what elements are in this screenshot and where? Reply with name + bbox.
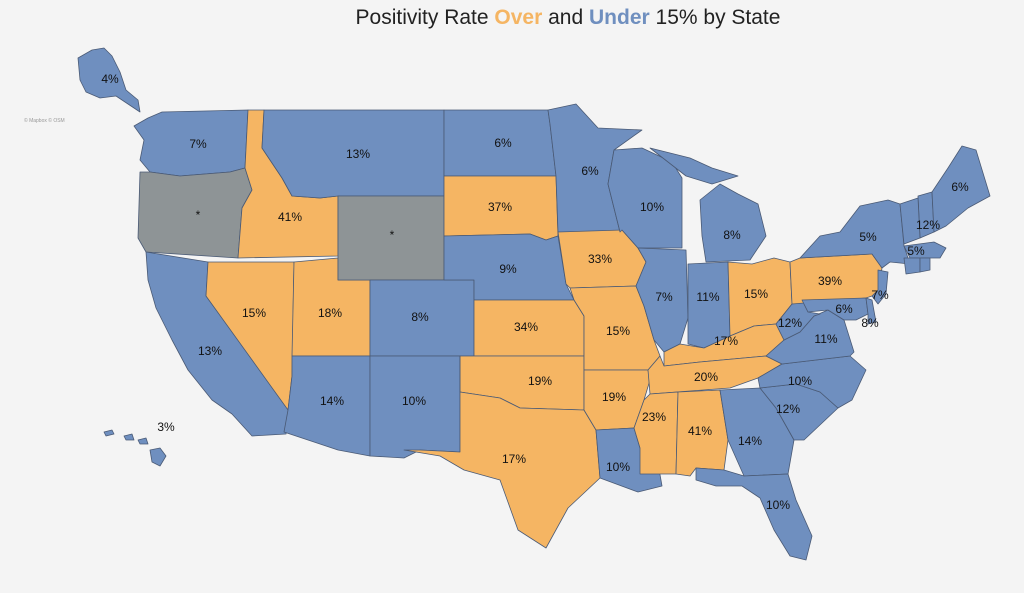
state-hi-part[interactable] [123, 433, 135, 441]
state-label-in: 11% [696, 290, 719, 304]
state-label-wi: 10% [640, 200, 664, 214]
state-label-mi: 8% [723, 228, 741, 242]
title-middle: and [542, 6, 590, 29]
state-label-hi: 3% [157, 420, 175, 434]
state-il[interactable] [635, 247, 689, 353]
state-label-wy: * [390, 228, 395, 242]
state-label-md: 6% [835, 302, 853, 316]
title-prefix: Positivity Rate [355, 6, 495, 29]
title-under-word: Under [589, 6, 650, 29]
state-mi[interactable] [699, 183, 767, 263]
state-ak[interactable] [77, 47, 141, 113]
state-label-wa: 7% [189, 137, 207, 151]
title-over-word: Over [494, 6, 543, 29]
state-label-fl: 10% [766, 498, 790, 512]
state-label-tx: 17% [502, 452, 526, 466]
title-suffix: 15% by State [649, 6, 781, 29]
state-label-ma: 5% [907, 244, 925, 258]
state-label-ar: 19% [602, 390, 626, 404]
state-label-ut: 18% [318, 306, 342, 320]
state-label-ia: 33% [588, 252, 612, 266]
state-vt[interactable] [899, 197, 921, 245]
state-label-ak: 4% [101, 72, 119, 86]
state-label-tn: 20% [694, 370, 718, 384]
state-label-nm: 10% [402, 394, 426, 408]
state-label-nh: 12% [916, 218, 940, 232]
state-label-mo: 15% [606, 324, 630, 338]
state-label-ny: 5% [859, 230, 877, 244]
state-label-id: 41% [278, 210, 302, 224]
state-label-ca: 13% [198, 344, 222, 358]
state-label-al: 41% [688, 424, 712, 438]
state-label-az: 14% [320, 394, 344, 408]
state-label-va: 11% [814, 332, 837, 346]
state-label-or: * [196, 208, 201, 222]
state-label-sc: 12% [776, 402, 800, 416]
state-me[interactable] [931, 145, 991, 233]
state-fl[interactable] [695, 467, 813, 561]
state-label-ms: 23% [642, 410, 666, 424]
state-label-mt: 13% [346, 147, 370, 161]
state-label-mn: 6% [581, 164, 599, 178]
state-label-ne: 9% [499, 262, 517, 276]
state-hi[interactable] [103, 429, 115, 437]
map-attribution: © Mapbox © OSM [24, 118, 65, 124]
state-label-nj: 7% [871, 288, 889, 302]
state-hi-part[interactable] [149, 447, 167, 467]
state-label-nc: 10% [788, 374, 812, 388]
state-hi-part[interactable] [137, 437, 149, 445]
state-label-co: 8% [411, 310, 429, 324]
state-tx[interactable] [403, 355, 601, 549]
state-label-ks: 34% [514, 320, 538, 334]
state-ri[interactable] [919, 257, 931, 273]
state-label-la: 10% [606, 460, 630, 474]
state-label-sd: 37% [488, 200, 512, 214]
state-label-ky: 17% [714, 334, 738, 348]
state-wi[interactable] [607, 147, 683, 249]
state-label-pa: 39% [818, 274, 842, 288]
state-de[interactable] [865, 297, 877, 325]
state-label-nv: 15% [242, 306, 266, 320]
state-ma[interactable] [903, 241, 947, 259]
state-label-ga: 14% [738, 434, 762, 448]
state-label-nd: 6% [494, 136, 512, 150]
state-label-ok: 19% [528, 374, 552, 388]
state-nj[interactable] [871, 269, 889, 305]
state-ne[interactable] [443, 233, 575, 301]
state-mi-part[interactable] [649, 147, 739, 185]
state-label-oh: 15% [744, 287, 768, 301]
state-label-de: 8% [861, 316, 879, 330]
state-tn[interactable] [647, 355, 783, 395]
state-label-me: 6% [951, 180, 969, 194]
map-title: Positivity Rate Over and Under 15% by St… [0, 6, 1024, 30]
state-label-wv: 12% [778, 316, 802, 330]
state-ct[interactable] [903, 257, 921, 275]
state-label-il: 7% [655, 290, 673, 304]
